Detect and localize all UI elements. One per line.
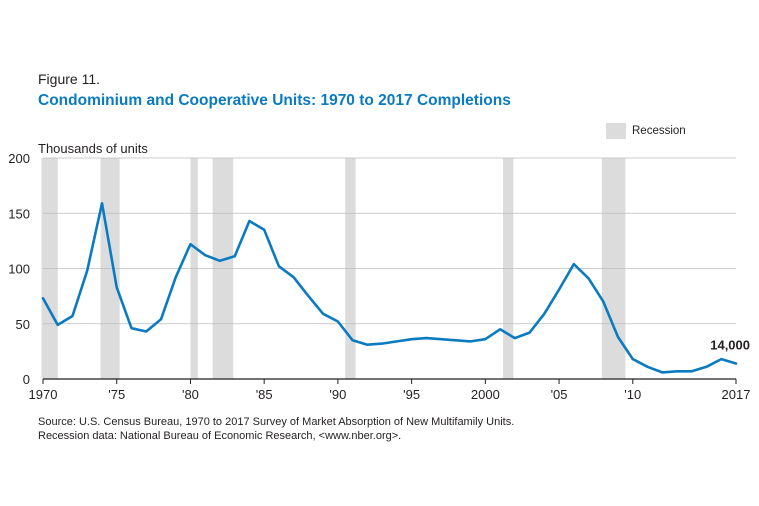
x-tick-label: 2017 bbox=[722, 387, 751, 402]
series-lines bbox=[41, 202, 738, 374]
figure-label: Figure 11. bbox=[38, 71, 100, 87]
x-tick-label: 1970 bbox=[29, 387, 58, 402]
y-tick-label: 0 bbox=[23, 372, 30, 387]
y-tick-label: 50 bbox=[16, 317, 30, 332]
annotations: 14,000 bbox=[710, 338, 750, 353]
series-line bbox=[41, 202, 738, 374]
x-tick-label: '75 bbox=[108, 387, 125, 402]
y-tick-label: 100 bbox=[8, 262, 30, 277]
y-axis-label: Thousands of units bbox=[38, 141, 148, 156]
annotation-label: 14,000 bbox=[710, 338, 750, 353]
source-line: Recession data: National Bureau of Econo… bbox=[38, 430, 402, 442]
x-tick-labels: 1970 '75 '80 '85 '90 '95 2000 '05 '10 2017 bbox=[29, 379, 751, 402]
x-tick-label: '90 bbox=[329, 387, 346, 402]
x-tick-label: '05 bbox=[551, 387, 568, 402]
x-tick-label: '10 bbox=[624, 387, 641, 402]
grid-lines bbox=[43, 157, 736, 380]
x-tick-label: '80 bbox=[182, 387, 199, 402]
x-tick-label: '85 bbox=[256, 387, 273, 402]
source-line: Source: U.S. Census Bureau, 1970 to 2017… bbox=[38, 416, 515, 428]
chart-title: Condominium and Cooperative Units: 1970 … bbox=[38, 92, 511, 109]
y-tick-label: 200 bbox=[8, 151, 30, 166]
y-tick-label: 150 bbox=[8, 206, 30, 221]
y-tick-labels: 0 50 100 150 200 bbox=[8, 151, 30, 387]
legend-label-recession: Recession bbox=[632, 125, 686, 137]
x-tick-label: '95 bbox=[403, 387, 420, 402]
legend: Recession bbox=[606, 123, 686, 139]
legend-swatch-recession bbox=[606, 123, 626, 139]
x-tick-label: 2000 bbox=[471, 387, 500, 402]
source-note: Source: U.S. Census Bureau, 1970 to 2017… bbox=[38, 415, 514, 443]
